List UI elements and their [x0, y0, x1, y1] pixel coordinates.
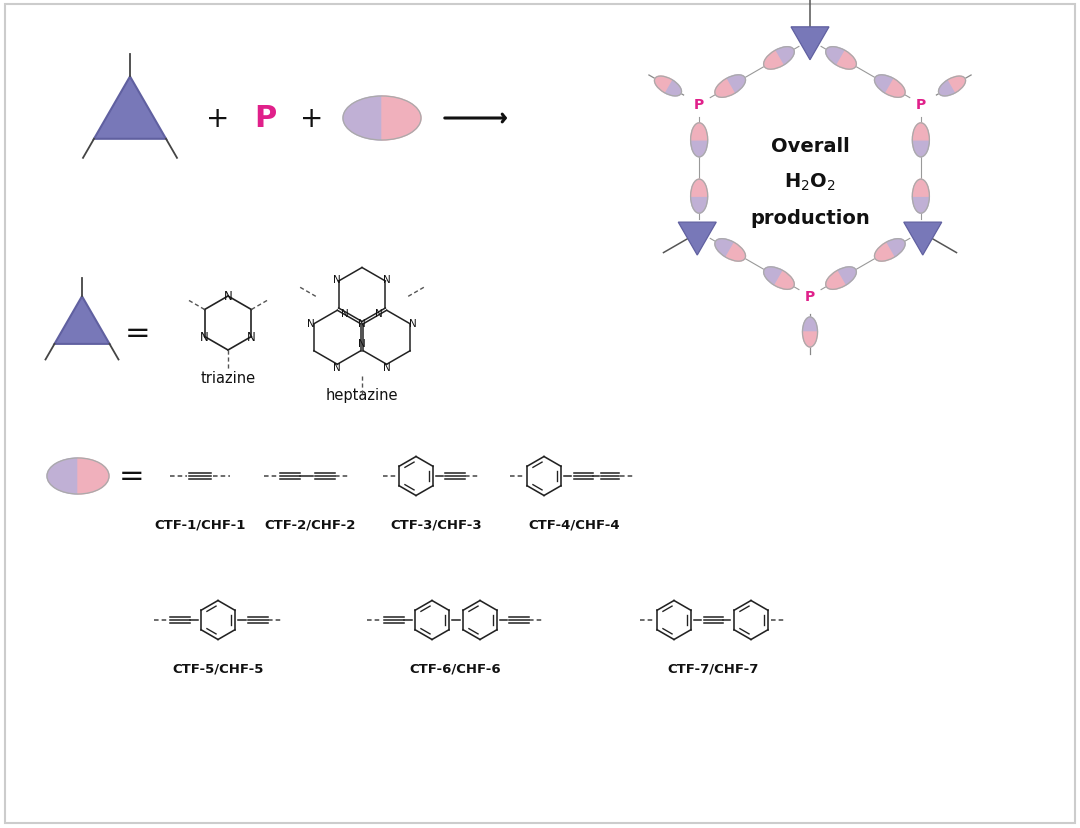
Text: P: P [694, 98, 704, 112]
Text: =: = [125, 319, 151, 348]
Polygon shape [837, 267, 856, 286]
Polygon shape [802, 333, 818, 348]
Text: CTF-4/CHF-4: CTF-4/CHF-4 [528, 518, 620, 531]
Text: N: N [359, 319, 366, 329]
Text: P: P [254, 104, 276, 133]
Polygon shape [764, 267, 783, 286]
Polygon shape [54, 297, 109, 344]
Text: N: N [383, 363, 391, 373]
Polygon shape [837, 51, 856, 70]
Text: N: N [333, 363, 340, 373]
Text: CTF-5/CHF-5: CTF-5/CHF-5 [173, 662, 264, 675]
Text: N: N [224, 290, 232, 303]
Text: CTF-7/CHF-7: CTF-7/CHF-7 [667, 662, 758, 675]
Polygon shape [774, 48, 794, 66]
Text: N: N [376, 309, 383, 319]
Text: CTF-6/CHF-6: CTF-6/CHF-6 [409, 662, 501, 675]
Polygon shape [826, 48, 846, 66]
Polygon shape [826, 272, 846, 290]
Polygon shape [664, 80, 681, 97]
Text: production: production [751, 209, 869, 229]
Polygon shape [886, 79, 905, 99]
Text: P: P [916, 98, 926, 112]
Text: +: + [206, 105, 230, 132]
Text: N: N [383, 275, 391, 285]
Polygon shape [913, 141, 930, 157]
Text: N: N [333, 275, 340, 285]
Text: N: N [308, 319, 315, 329]
Polygon shape [715, 79, 734, 99]
Polygon shape [654, 77, 672, 94]
Text: CTF-3/CHF-3: CTF-3/CHF-3 [390, 518, 482, 531]
Polygon shape [382, 97, 421, 141]
Text: N: N [200, 330, 210, 344]
Polygon shape [678, 223, 716, 256]
Text: CTF-2/CHF-2: CTF-2/CHF-2 [265, 518, 355, 531]
Text: N: N [408, 319, 417, 329]
Polygon shape [904, 223, 942, 256]
Polygon shape [690, 141, 707, 157]
Polygon shape [802, 318, 818, 333]
Polygon shape [774, 272, 794, 290]
Text: Overall: Overall [771, 137, 849, 156]
Polygon shape [913, 197, 930, 214]
Text: N: N [247, 330, 256, 344]
Text: =: = [119, 462, 145, 491]
Polygon shape [875, 75, 894, 94]
Text: +: + [300, 105, 324, 132]
Text: P: P [805, 290, 815, 304]
Polygon shape [690, 197, 707, 214]
Polygon shape [343, 97, 382, 141]
Polygon shape [791, 28, 829, 60]
Polygon shape [94, 77, 166, 140]
Polygon shape [913, 123, 930, 141]
Polygon shape [78, 459, 109, 494]
Text: N: N [341, 309, 349, 319]
Polygon shape [886, 239, 905, 258]
Polygon shape [715, 239, 734, 258]
Polygon shape [726, 243, 745, 262]
Polygon shape [764, 51, 783, 70]
Polygon shape [726, 75, 745, 94]
Text: heptazine: heptazine [326, 388, 399, 403]
Text: H$_2$O$_2$: H$_2$O$_2$ [784, 171, 836, 192]
Polygon shape [939, 80, 956, 97]
Text: CTF-1/CHF-1: CTF-1/CHF-1 [154, 518, 245, 531]
Text: triazine: triazine [201, 371, 256, 386]
Polygon shape [948, 77, 966, 94]
Polygon shape [913, 180, 930, 197]
Text: N: N [359, 339, 366, 349]
Polygon shape [875, 243, 894, 262]
Polygon shape [48, 459, 78, 494]
Polygon shape [690, 123, 707, 141]
Polygon shape [690, 180, 707, 197]
